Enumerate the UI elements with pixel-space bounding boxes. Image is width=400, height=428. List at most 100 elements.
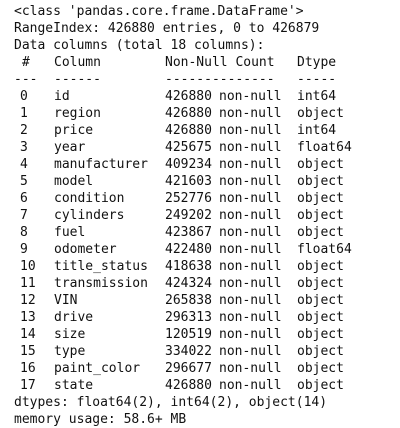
- table-row: 13 drive 296313 non-null object: [14, 309, 394, 326]
- table-row: 16 paint_color 296677 non-null object: [14, 360, 394, 377]
- header-non-null-count: Non-Null Count: [165, 55, 275, 70]
- row-dtype: object: [297, 208, 344, 223]
- header-dtype: Dtype: [297, 55, 337, 70]
- row-dtype: object: [297, 293, 344, 308]
- row-non-null-count: 296313: [165, 310, 212, 325]
- header-column: Column: [54, 55, 101, 70]
- row-index: 16: [20, 361, 36, 376]
- row-non-null-count: 334022: [165, 344, 212, 359]
- row-non-null-label: non-null: [219, 106, 282, 121]
- range-index-line: RangeIndex: 426880 entries, 0 to 426879: [14, 21, 320, 36]
- row-column-name: id: [54, 89, 70, 104]
- row-column-name: state: [54, 378, 94, 393]
- row-index: 2: [20, 123, 28, 138]
- row-column-name: size: [54, 327, 86, 342]
- row-non-null-count: 296677: [165, 361, 212, 376]
- row-dtype: object: [297, 276, 344, 291]
- table-row: 10 title_status 418638 non-null object: [14, 258, 394, 275]
- row-non-null-count: 421603: [165, 174, 212, 189]
- header-index: #: [22, 55, 30, 70]
- row-dtype: object: [297, 327, 344, 342]
- row-non-null-label: non-null: [219, 174, 282, 189]
- row-non-null-count: 252776: [165, 191, 212, 206]
- row-non-null-label: non-null: [219, 327, 282, 342]
- row-column-name: type: [54, 344, 86, 359]
- data-columns-line: Data columns (total 18 columns):: [14, 38, 265, 53]
- row-column-name: year: [54, 140, 86, 155]
- row-column-name: VIN: [54, 293, 78, 308]
- row-column-name: price: [54, 123, 94, 138]
- row-non-null-count: 265838: [165, 293, 212, 308]
- table-row: 5 model 421603 non-null object: [14, 173, 394, 190]
- row-non-null-count: 409234: [165, 157, 212, 172]
- row-column-name: fuel: [54, 225, 86, 240]
- row-non-null-label: non-null: [219, 310, 282, 325]
- row-non-null-count: 249202: [165, 208, 212, 223]
- row-dtype: object: [297, 344, 344, 359]
- row-column-name: condition: [54, 191, 125, 206]
- row-index: 0: [20, 89, 28, 104]
- table-row: 15 type 334022 non-null object: [14, 343, 394, 360]
- table-row: 12 VIN 265838 non-null object: [14, 292, 394, 309]
- separator-index: ---: [14, 72, 38, 87]
- separator-dtype: -----: [297, 72, 337, 87]
- row-dtype: object: [297, 378, 344, 393]
- row-non-null-count: 426880: [165, 123, 212, 138]
- table-row: 1 region 426880 non-null object: [14, 105, 394, 122]
- table-row: 6 condition 252776 non-null object: [14, 190, 394, 207]
- row-index: 8: [20, 225, 28, 240]
- dataframe-info-output: <class 'pandas.core.frame.DataFrame'> Ra…: [14, 3, 394, 428]
- row-column-name: cylinders: [54, 208, 125, 223]
- row-non-null-label: non-null: [219, 157, 282, 172]
- row-dtype: int64: [297, 123, 337, 138]
- row-index: 12: [20, 293, 36, 308]
- row-dtype: object: [297, 310, 344, 325]
- row-column-name: region: [54, 106, 101, 121]
- table-separator: --- ------ -------------- -----: [14, 71, 394, 88]
- table-row: 0 id 426880 non-null int64: [14, 88, 394, 105]
- table-row: 2 price 426880 non-null int64: [14, 122, 394, 139]
- row-non-null-label: non-null: [219, 242, 282, 257]
- row-non-null-label: non-null: [219, 361, 282, 376]
- row-non-null-label: non-null: [219, 225, 282, 240]
- table-row: 4 manufacturer 409234 non-null object: [14, 156, 394, 173]
- row-non-null-label: non-null: [219, 208, 282, 223]
- row-column-name: transmission: [54, 276, 148, 291]
- row-index: 13: [20, 310, 36, 325]
- row-index: 7: [20, 208, 28, 223]
- row-index: 11: [20, 276, 36, 291]
- row-dtype: float64: [297, 140, 352, 155]
- row-non-null-label: non-null: [219, 89, 282, 104]
- row-non-null-count: 120519: [165, 327, 212, 342]
- row-dtype: object: [297, 174, 344, 189]
- row-non-null-count: 426880: [165, 378, 212, 393]
- row-non-null-label: non-null: [219, 378, 282, 393]
- row-non-null-label: non-null: [219, 123, 282, 138]
- row-non-null-label: non-null: [219, 259, 282, 274]
- class-line: <class 'pandas.core.frame.DataFrame'>: [14, 4, 304, 19]
- table-row: 9 odometer 422480 non-null float64: [14, 241, 394, 258]
- row-column-name: title_status: [54, 259, 148, 274]
- memory-line: memory usage: 58.6+ MB: [14, 412, 187, 427]
- row-non-null-label: non-null: [219, 344, 282, 359]
- table-row: 14 size 120519 non-null object: [14, 326, 394, 343]
- row-column-name: paint_color: [54, 361, 141, 376]
- row-non-null-label: non-null: [219, 140, 282, 155]
- row-index: 4: [20, 157, 28, 172]
- separator-column: ------: [54, 72, 101, 87]
- row-dtype: object: [297, 106, 344, 121]
- row-non-null-count: 424324: [165, 276, 212, 291]
- row-dtype: object: [297, 191, 344, 206]
- dtypes-line: dtypes: float64(2), int64(2), object(14): [14, 395, 328, 410]
- row-index: 3: [20, 140, 28, 155]
- row-dtype: object: [297, 157, 344, 172]
- row-index: 14: [20, 327, 36, 342]
- table-row: 11 transmission 424324 non-null object: [14, 275, 394, 292]
- row-non-null-label: non-null: [219, 293, 282, 308]
- row-non-null-count: 422480: [165, 242, 212, 257]
- row-index: 6: [20, 191, 28, 206]
- separator-count: --------------: [165, 72, 275, 87]
- row-non-null-count: 425675: [165, 140, 212, 155]
- table-header: # Column Non-Null Count Dtype: [14, 54, 394, 71]
- row-column-name: manufacturer: [54, 157, 148, 172]
